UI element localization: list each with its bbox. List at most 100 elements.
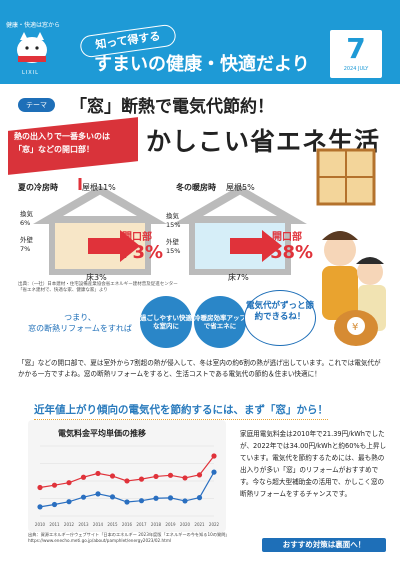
theme-headline: 「窓」断熱で電気代節約！ xyxy=(70,97,274,117)
brand-tag: 健康・快適は窓から xyxy=(6,22,61,29)
winter-label: 冬の暖房時 xyxy=(176,183,216,192)
summer-vent-pct: 6% xyxy=(20,219,31,227)
source-note: 出典：（一社）日本建材・住宅設備産業協会省エネルギー建材普及促進センター 「省エ… xyxy=(18,282,178,294)
chart-x-tick: 2011 xyxy=(49,522,60,527)
source-line1: 出典：（一社）日本建材・住宅設備産業協会省エネルギー建材普及促進センター xyxy=(18,282,178,287)
window-icon xyxy=(316,148,376,206)
chart-point xyxy=(182,475,188,481)
chart-point xyxy=(196,495,203,501)
chart-point xyxy=(109,473,116,479)
chart-point xyxy=(138,476,145,482)
summer-vent: 換気 6% xyxy=(20,210,33,228)
chart-point xyxy=(153,495,159,501)
bubble-savings: 電気代がずっと節約できるね！ xyxy=(244,290,316,346)
reform-line2: 窓の断熱リフォームをすれば xyxy=(28,324,132,333)
footer-source: 出典：資源エネルギー庁ウェブサイト「日本のエネルギー 2023年度版「エネルギー… xyxy=(28,532,248,544)
winter-wall-label: 外壁 xyxy=(166,238,179,246)
reform-line1: つまり、 xyxy=(64,313,96,322)
issue-box: 7 2024 JULY xyxy=(330,30,382,78)
winter-roof-label: 屋根 xyxy=(226,183,242,192)
chart-point xyxy=(95,470,101,477)
chart-title: 電気料金平均単価の推移 xyxy=(58,429,146,438)
chart-x-tick: 2014 xyxy=(93,522,104,527)
chart-x-tick: 2017 xyxy=(136,522,147,527)
section2-title: 近年値上がり傾向の電気代を節約するには、まず「窓」から！ xyxy=(34,402,328,420)
price-chart: 2010 2011 2012 2013 2014 2015 2016 2017 2018 2019… xyxy=(35,445,220,527)
chart-point xyxy=(124,478,130,484)
source-line2: 「省エネ建材で、快適な家、健康な家」より xyxy=(18,288,108,293)
issue-number: 7 xyxy=(346,32,366,65)
chart-point xyxy=(66,499,72,505)
chart-point xyxy=(138,498,145,504)
summer-floor-label: 床 xyxy=(86,273,94,282)
explanation-paragraph: 「窓」などの開口部で、夏は室外から7割超の熱が侵入して、冬は室内の約6割の熱が逃… xyxy=(18,359,381,378)
section2-body: 家庭用電気料金は2010年で21.39円/kWhでしたが、2022年では34.0… xyxy=(240,430,387,498)
winter-wall: 外壁 15% xyxy=(166,238,180,256)
mascot-icon xyxy=(17,32,47,63)
chart-point xyxy=(211,469,217,475)
chart-point xyxy=(124,499,130,505)
winter-roof: 屋根5% xyxy=(226,182,255,193)
chart-x-tick: 2012 xyxy=(64,522,75,527)
chart-x-tick: 2016 xyxy=(122,522,133,527)
summer-floor: 床3% xyxy=(86,272,107,283)
lixil-logo: LIXIL xyxy=(22,70,39,76)
chart-point xyxy=(153,473,159,480)
chart-x-tick: 2018 xyxy=(151,522,162,527)
bubble-comfort: 過ごしやすい快適な室内に xyxy=(140,296,192,348)
back-page-cta[interactable]: おすすめ対策は裏面へ！ xyxy=(262,538,386,552)
header-banner: 健康・快適は窓から LIXIL 知って得する すまいの健康・快適だより 7 20… xyxy=(0,0,400,84)
chart-point xyxy=(37,504,43,510)
house-diagrams: ¥ xyxy=(33,148,386,346)
summer-arrow-icon xyxy=(88,230,140,262)
summer-roof: 屋根11% xyxy=(82,182,116,193)
chart-x-tick: 2021 xyxy=(194,522,205,527)
summer-opening-pct: 73% xyxy=(120,242,164,263)
summer-label: 夏の冷房時 xyxy=(18,183,58,192)
winter-roof-pct: 5% xyxy=(242,183,255,192)
chart-point xyxy=(95,491,101,497)
winter-floor: 床7% xyxy=(228,272,249,283)
theme-tag: テーマ xyxy=(18,98,55,112)
issue-date: 2024 JULY xyxy=(343,66,369,72)
red-banner-text: 熱の出入りで一番多いのは 「窓」などの開口部！ xyxy=(14,130,144,156)
chart-point xyxy=(182,498,188,504)
winter-vent-pct: 15% xyxy=(166,221,181,229)
chart-point xyxy=(80,494,87,500)
chart-point xyxy=(80,474,87,480)
summer-wall-pct: 7% xyxy=(20,245,31,253)
chart-point xyxy=(211,453,217,459)
footer-source-line2: https://www.enecho.meti.go.jp/about/pamp… xyxy=(28,538,172,543)
chart-point xyxy=(109,494,116,500)
chart-point xyxy=(167,472,174,478)
bubble-efficiency: 冷暖房効率アップで省エネに xyxy=(194,296,246,348)
chart-point xyxy=(37,484,43,491)
summer-roof-label: 屋根 xyxy=(82,183,98,192)
red-banner-line1: 熱の出入りで一番多いのは xyxy=(14,132,110,141)
summer-floor-pct: 3% xyxy=(94,273,107,282)
chart-point xyxy=(66,480,72,486)
winter-floor-label: 床 xyxy=(228,273,236,282)
summer-wall: 外壁 7% xyxy=(20,236,33,254)
winter-vent: 換気 15% xyxy=(166,212,180,230)
winter-opening-pct: 58% xyxy=(270,242,314,263)
chart-x-tick: 2010 xyxy=(35,522,46,527)
chart-point xyxy=(51,501,58,508)
money-bag-icon: ¥ xyxy=(334,310,378,346)
chart-x-tick: 2020 xyxy=(180,522,191,527)
winter-opening-label: 開口部 xyxy=(272,232,302,243)
winter-floor-pct: 7% xyxy=(236,273,249,282)
svg-text:¥: ¥ xyxy=(352,322,358,333)
reform-text: つまり、 窓の断熱リフォームをすれば xyxy=(20,312,140,334)
winter-arrow-icon xyxy=(230,230,282,262)
red-banner-line2: 「窓」などの開口部！ xyxy=(14,145,94,154)
winter-wall-pct: 15% xyxy=(166,247,181,255)
chart-point xyxy=(51,482,58,488)
chart-x-tick: 2022 xyxy=(209,522,220,527)
chart-x-tick: 2019 xyxy=(165,522,176,527)
family-illustration-icon xyxy=(322,231,386,331)
chart-point xyxy=(196,472,203,478)
footer-source-line1: 出典：資源エネルギー庁ウェブサイト「日本のエネルギー 2023年度版「エネルギー… xyxy=(28,532,230,537)
winter-vent-label: 換気 xyxy=(166,212,179,220)
summer-opening-label: 開口部 xyxy=(122,232,152,243)
